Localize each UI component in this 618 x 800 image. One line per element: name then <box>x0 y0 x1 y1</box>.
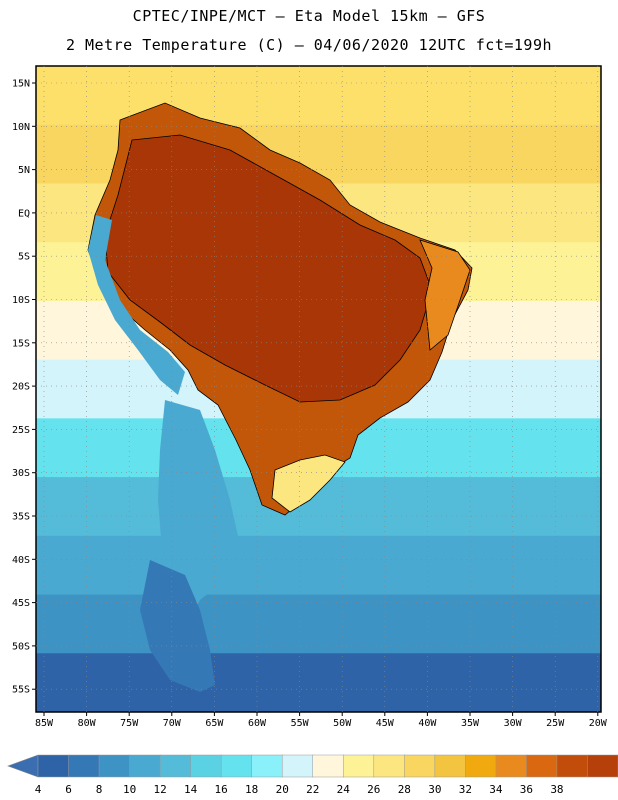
lat-tick-label: 25S <box>12 425 30 436</box>
colorbar-label: 30 <box>428 783 442 796</box>
colorbar-label: 38 <box>550 783 564 796</box>
colorbar-swatch <box>526 754 558 778</box>
northeast-mild-region <box>419 239 471 351</box>
lon-tick-label: 45W <box>376 718 395 729</box>
colorbar-label: 28 <box>397 783 411 796</box>
colorbar-swatch <box>312 754 345 778</box>
colorbar-low-arrow <box>7 754 39 778</box>
colorbar-label: 16 <box>214 783 228 796</box>
colorbar-label: 32 <box>458 783 472 796</box>
colorbar-swatch <box>495 754 528 778</box>
colorbar-label: 34 <box>489 783 503 796</box>
colorbar-label: 22 <box>306 783 320 796</box>
latitude-axis: 15N 10N 5N EQ 5S 10S 15S 20S 25S 30S 35S 40S 45S 50S 5… <box>12 79 36 696</box>
lon-tick-label: 25W <box>546 718 565 729</box>
andes-cold-strip <box>88 215 185 395</box>
lat-tick-label: 30S <box>12 468 30 479</box>
lat-tick-label: 5N <box>18 165 30 176</box>
lon-tick-label: 50W <box>333 718 352 729</box>
amazon-hot-region <box>104 134 433 403</box>
colorbar-swatch <box>434 754 467 778</box>
colorbar-label: 14 <box>184 783 198 796</box>
colorbar-swatch <box>129 754 161 778</box>
lat-tick-label: 15S <box>12 338 30 349</box>
colorbar-label: 18 <box>245 783 259 796</box>
map-area <box>36 66 601 712</box>
colorbar-label: 36 <box>519 783 534 796</box>
lon-tick-label: 20W <box>589 718 608 729</box>
colorbar-swatch <box>159 754 192 778</box>
lon-tick-label: 65W <box>205 718 224 729</box>
colorbar-label: 6 <box>65 783 72 796</box>
colorbar-label: 4 <box>34 783 42 796</box>
map-frame <box>35 65 602 713</box>
title-line-2: 2 Metre Temperature (C) – 04/06/2020 12U… <box>65 36 553 54</box>
colorbar-swatch <box>343 754 375 778</box>
colorbar-swatch <box>251 754 283 778</box>
lat-tick-label: 5S <box>18 252 30 263</box>
lat-tick-label: 10N <box>12 122 30 133</box>
lat-tick-label: 35S <box>12 512 30 523</box>
lon-tick-label: 80W <box>78 718 97 729</box>
ocean-band <box>36 653 601 712</box>
ocean-band <box>36 66 601 126</box>
colorbar-label: 20 <box>275 783 289 796</box>
southern-cone-cold-region <box>140 560 215 692</box>
colorbar-swatch <box>465 754 497 778</box>
colorbar-swatch <box>281 754 314 778</box>
lat-tick-label: 20S <box>12 382 30 393</box>
colorbar-swatch <box>220 754 253 778</box>
lat-tick-label: 50S <box>12 641 30 652</box>
ocean-band <box>36 535 601 596</box>
longitude-axis: 85W 80W 75W 70W 65W 60W 55W 50W 45W 40W 35W 30W 25W 2… <box>35 712 608 729</box>
temperature-colorbar <box>7 754 618 778</box>
lon-tick-label: 40W <box>418 718 437 729</box>
lon-tick-label: 35W <box>461 718 480 729</box>
graticule <box>36 66 601 712</box>
colorbar-swatch <box>373 754 406 778</box>
uruguay-mild-region <box>271 454 346 513</box>
lon-tick-label: 55W <box>291 718 310 729</box>
colorbar-label: 8 <box>95 783 103 796</box>
colorbar-swatch <box>68 754 100 778</box>
lat-tick-label: 10S <box>12 295 30 306</box>
lat-tick-label: 15N <box>12 79 30 90</box>
colorbar-swatch <box>556 754 589 778</box>
colorbar-label: 24 <box>336 783 350 796</box>
lat-tick-label: 45S <box>12 598 30 609</box>
colorbar-swatch <box>404 754 436 778</box>
colorbar-label: 12 <box>153 783 167 796</box>
lon-tick-label: 75W <box>120 718 139 729</box>
lon-tick-label: 30W <box>504 718 523 729</box>
colorbar-swatch <box>587 754 618 778</box>
colorbar-label: 10 <box>122 783 137 796</box>
lat-tick-label: 55S <box>12 685 30 696</box>
colorbar-swatch <box>37 754 70 778</box>
title-line-1: CPTEC/INPE/MCT – Eta Model 15km – GFS <box>132 7 486 25</box>
lon-tick-label: 60W <box>248 718 267 729</box>
lat-tick-label: 40S <box>12 555 30 566</box>
colorbar-swatch <box>98 754 131 778</box>
lon-tick-label: 85W <box>35 718 54 729</box>
ocean-band <box>36 594 601 655</box>
colorbar-swatch <box>190 754 222 778</box>
lat-tick-label: EQ <box>18 208 30 219</box>
colorbar-label: 26 <box>367 783 381 796</box>
lon-tick-label: 70W <box>163 718 182 729</box>
